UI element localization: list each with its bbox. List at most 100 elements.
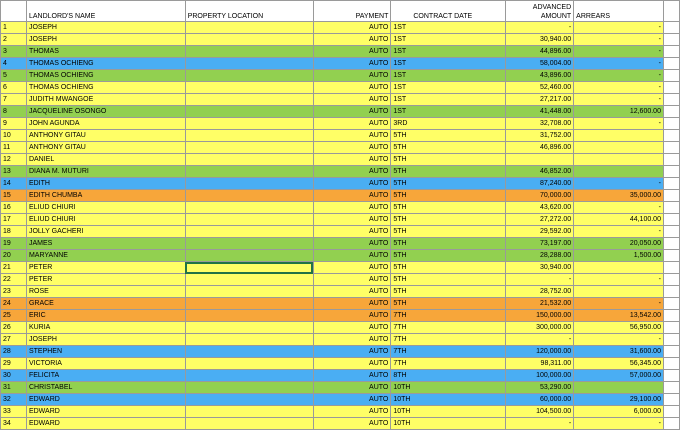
landlord-name-cell[interactable]: JUDITH MWANGOE xyxy=(25,93,186,106)
advanced-amount-cell[interactable]: 87,240.00 xyxy=(505,177,575,190)
arrears-cell[interactable]: - xyxy=(573,201,664,214)
row-number-header[interactable] xyxy=(0,0,27,22)
contract-date-cell[interactable]: 10TH xyxy=(390,405,507,418)
arrears-cell[interactable]: - xyxy=(573,297,664,310)
arrears-cell[interactable]: - xyxy=(573,117,664,130)
extra-cell[interactable] xyxy=(662,237,680,250)
advanced-amount-cell[interactable]: 30,940.00 xyxy=(505,33,575,46)
arrears-cell[interactable]: - xyxy=(573,57,664,70)
arrears-cell[interactable]: - xyxy=(573,417,664,430)
landlord-name-cell[interactable]: DIANA M. MUTURI xyxy=(25,165,186,178)
payment-cell[interactable]: AUTO xyxy=(312,285,392,298)
contract-date-cell[interactable]: 1ST xyxy=(390,81,507,94)
advanced-amount-cell[interactable]: 98,311.00 xyxy=(505,357,575,370)
advanced-amount-cell[interactable]: 150,000.00 xyxy=(505,309,575,322)
advanced-amount-cell[interactable]: 100,000.00 xyxy=(505,369,575,382)
header-property-location[interactable]: PROPERTY LOCATION xyxy=(184,0,314,22)
contract-date-cell[interactable]: 1ST xyxy=(390,69,507,82)
contract-date-cell[interactable]: 3RD xyxy=(390,117,507,130)
payment-cell[interactable]: AUTO xyxy=(312,189,392,202)
arrears-cell[interactable]: 1,500.00 xyxy=(573,249,664,262)
contract-date-cell[interactable]: 5TH xyxy=(390,261,507,274)
property-location-cell[interactable] xyxy=(184,213,314,226)
advanced-amount-cell[interactable]: 60,000.00 xyxy=(505,393,575,406)
advanced-amount-cell[interactable]: - xyxy=(505,333,575,346)
extra-cell[interactable] xyxy=(662,81,680,94)
advanced-amount-cell[interactable]: 120,000.00 xyxy=(505,345,575,358)
property-location-cell[interactable] xyxy=(184,69,314,82)
arrears-cell[interactable]: - xyxy=(573,69,664,82)
property-location-cell[interactable] xyxy=(184,45,314,58)
landlord-name-cell[interactable]: STEPHEN xyxy=(25,345,186,358)
row-number[interactable]: 9 xyxy=(0,117,27,130)
advanced-amount-cell[interactable]: 41,448.00 xyxy=(505,105,575,118)
contract-date-cell[interactable]: 5TH xyxy=(390,297,507,310)
row-number[interactable]: 33 xyxy=(0,405,27,418)
arrears-cell[interactable] xyxy=(573,285,664,298)
landlord-name-cell[interactable]: EDWARD xyxy=(25,405,186,418)
property-location-cell[interactable] xyxy=(184,333,314,346)
contract-date-cell[interactable]: 8TH xyxy=(390,369,507,382)
arrears-cell[interactable] xyxy=(573,129,664,142)
row-number[interactable]: 28 xyxy=(0,345,27,358)
payment-cell[interactable]: AUTO xyxy=(312,405,392,418)
row-number[interactable]: 18 xyxy=(0,225,27,238)
extra-cell[interactable] xyxy=(662,21,680,34)
payment-cell[interactable]: AUTO xyxy=(312,177,392,190)
property-location-cell[interactable] xyxy=(184,369,314,382)
row-number[interactable]: 1 xyxy=(0,21,27,34)
arrears-cell[interactable] xyxy=(573,261,664,274)
extra-cell[interactable] xyxy=(662,129,680,142)
property-location-cell[interactable] xyxy=(184,393,314,406)
contract-date-cell[interactable]: 1ST xyxy=(390,93,507,106)
payment-cell[interactable]: AUTO xyxy=(312,213,392,226)
contract-date-cell[interactable]: 5TH xyxy=(390,153,507,166)
advanced-amount-cell[interactable] xyxy=(505,153,575,166)
landlord-name-cell[interactable]: ROSE xyxy=(25,285,186,298)
contract-date-cell[interactable]: 7TH xyxy=(390,321,507,334)
extra-cell[interactable] xyxy=(662,225,680,238)
landlord-name-cell[interactable]: PETER xyxy=(25,273,186,286)
advanced-amount-cell[interactable]: 30,940.00 xyxy=(505,261,575,274)
contract-date-cell[interactable]: 5TH xyxy=(390,237,507,250)
landlord-name-cell[interactable]: DANIEL xyxy=(25,153,186,166)
advanced-amount-cell[interactable]: 70,000.00 xyxy=(505,189,575,202)
landlord-name-cell[interactable]: JOLLY GACHERI xyxy=(25,225,186,238)
landlord-name-cell[interactable]: FELICITA xyxy=(25,369,186,382)
payment-cell[interactable]: AUTO xyxy=(312,141,392,154)
advanced-amount-cell[interactable]: 46,852.00 xyxy=(505,165,575,178)
header-payment[interactable]: PAYMENT xyxy=(312,0,392,22)
contract-date-cell[interactable]: 5TH xyxy=(390,273,507,286)
property-location-cell[interactable] xyxy=(184,237,314,250)
row-number[interactable]: 10 xyxy=(0,129,27,142)
extra-cell[interactable] xyxy=(662,249,680,262)
contract-date-cell[interactable]: 5TH xyxy=(390,177,507,190)
landlord-name-cell[interactable]: KURIA xyxy=(25,321,186,334)
payment-cell[interactable]: AUTO xyxy=(312,369,392,382)
extra-cell[interactable] xyxy=(662,33,680,46)
row-number[interactable]: 2 xyxy=(0,33,27,46)
advanced-amount-cell[interactable]: 73,197.00 xyxy=(505,237,575,250)
payment-cell[interactable]: AUTO xyxy=(312,309,392,322)
contract-date-cell[interactable]: 5TH xyxy=(390,225,507,238)
advanced-amount-cell[interactable]: - xyxy=(505,273,575,286)
arrears-cell[interactable]: - xyxy=(573,273,664,286)
payment-cell[interactable]: AUTO xyxy=(312,357,392,370)
row-number[interactable]: 29 xyxy=(0,357,27,370)
advanced-amount-cell[interactable]: - xyxy=(505,417,575,430)
header-extra-cell[interactable] xyxy=(662,0,680,22)
row-number[interactable]: 20 xyxy=(0,249,27,262)
advanced-amount-cell[interactable]: 27,272.00 xyxy=(505,213,575,226)
contract-date-cell[interactable]: 5TH xyxy=(390,285,507,298)
payment-cell[interactable]: AUTO xyxy=(312,93,392,106)
advanced-amount-cell[interactable]: 104,500.00 xyxy=(505,405,575,418)
row-number[interactable]: 26 xyxy=(0,321,27,334)
advanced-amount-cell[interactable]: 43,896.00 xyxy=(505,69,575,82)
landlord-name-cell[interactable]: EDITH CHUMBA xyxy=(25,189,186,202)
extra-cell[interactable] xyxy=(662,165,680,178)
property-location-cell[interactable] xyxy=(184,417,314,430)
advanced-amount-cell[interactable]: 52,460.00 xyxy=(505,81,575,94)
landlord-name-cell[interactable]: ELIUD CHIURI xyxy=(25,201,186,214)
landlord-name-cell[interactable]: JOHN AGUNDA xyxy=(25,117,186,130)
row-number[interactable]: 23 xyxy=(0,285,27,298)
